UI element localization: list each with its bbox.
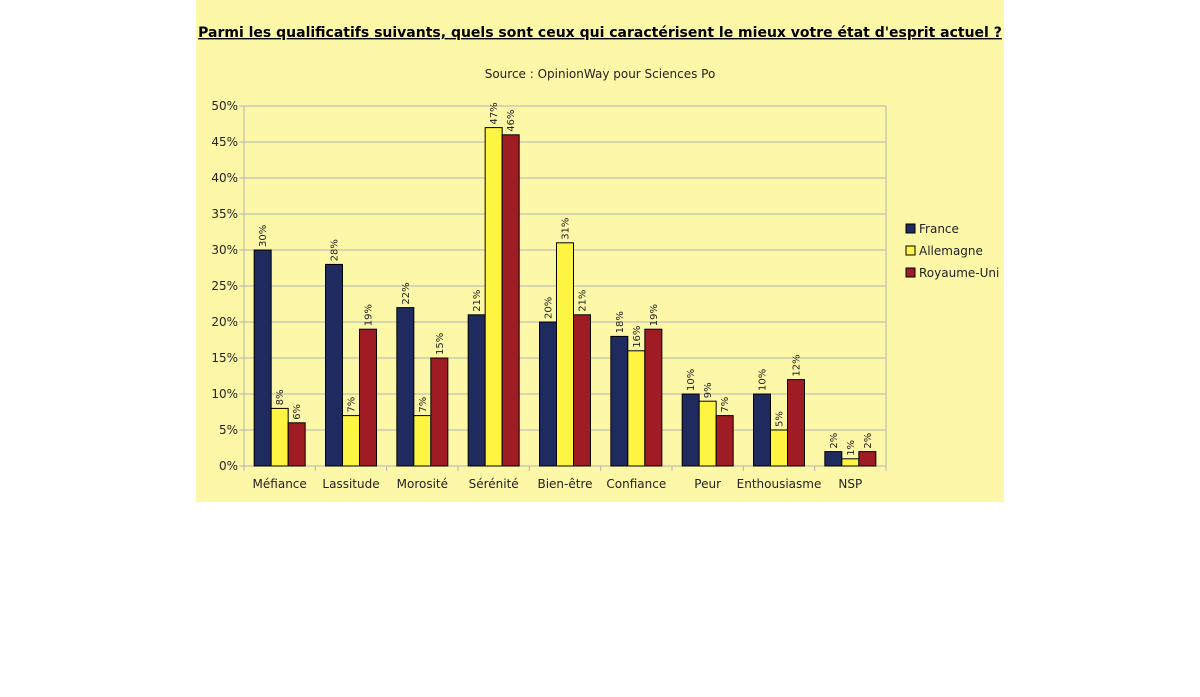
bar-royaume-uni-1 [359,328,377,467]
data-label: 1% [846,440,857,456]
bar-france-6 [681,393,700,467]
bar-royaume-uni-5 [644,328,663,467]
bars: 30% 8% 6% 28% 7% 19% 22% 7% 15% 21% 47% 46% 20% 31% 21… [253,102,877,467]
data-label: 19% [364,304,375,326]
y-tick-label: 30% [211,243,238,257]
y-tick-label: 0% [219,459,238,473]
data-label: 8% [275,390,286,406]
legend-swatch [905,223,916,234]
bar-france-8 [824,451,843,467]
x-tick-label: NSP [838,477,862,491]
data-label: 2% [863,433,874,449]
bar-france-4 [539,321,557,467]
data-label: 31% [561,218,572,240]
bar-chart: Parmi les qualificatifs suivants, quels … [198,25,1002,491]
legend: France Allemagne Royaume-Uni [905,222,999,280]
bar-royaume-uni-6 [715,415,734,467]
x-tick-label: Bien-être [537,477,592,491]
x-tick-label: Méfiance [253,477,307,491]
data-label: 2% [829,433,840,449]
y-tick-label: 35% [211,207,238,221]
y-tick-label: 40% [211,171,238,185]
x-tick-label: Lassitude [322,477,379,491]
data-label: 7% [720,397,731,413]
bar-france-1 [325,263,343,467]
bar-allemagne-4 [556,242,574,467]
data-label: 5% [775,411,786,427]
legend-swatch [905,267,916,278]
y-tick-label: 50% [211,99,238,113]
data-label: 30% [258,225,269,247]
y-tick-label: 10% [211,387,238,401]
bar-allemagne-0 [270,407,289,467]
x-tick-label: Morosité [397,477,448,491]
x-tick-label: Enthousiasme [737,477,822,491]
y-tick-label: 5% [219,423,238,437]
bar-allemagne-3 [484,127,503,467]
x-tick-label: Peur [694,477,721,491]
legend-label: France [919,222,959,236]
y-tick-label: 15% [211,351,238,365]
chart-subtitle: Source : OpinionWay pour Sciences Po [485,67,716,81]
bar-allemagne-6 [698,400,717,467]
bar-royaume-uni-8 [858,451,877,467]
bar-france-7 [753,393,771,467]
data-label: 10% [758,369,769,391]
chart-title: Parmi les qualificatifs suivants, quels … [198,25,1002,41]
data-label: 9% [703,382,714,398]
data-label: 47% [489,102,500,124]
bar-allemagne-7 [770,429,788,467]
bar-france-0 [253,249,272,467]
data-label: 7% [418,397,429,413]
data-label: 16% [632,326,643,348]
data-label: 7% [347,397,358,413]
bar-royaume-uni-0 [287,422,306,467]
data-label: 46% [506,110,517,132]
bar-royaume-uni-2 [430,357,449,467]
legend-label: Royaume-Uni [919,266,999,280]
bar-france-3 [467,314,486,467]
x-tick-label: Confiance [606,477,666,491]
bar-allemagne-5 [627,350,646,467]
data-label: 19% [649,304,660,326]
data-label: 12% [792,354,803,376]
y-axis: 0% 5% 10% 15% 20% 25% 30% 35% 40% 45% 50% [211,99,244,473]
chart-panel: Parmi les qualificatifs suivants, quels … [196,0,1004,502]
data-label: 18% [615,311,626,333]
data-label: 15% [435,333,446,355]
data-label: 21% [578,290,589,312]
data-label: 22% [401,282,412,304]
bar-allemagne-8 [841,458,860,467]
bar-allemagne-2 [413,415,432,467]
y-tick-label: 45% [211,135,238,149]
x-tick-label: Sérénité [469,477,519,491]
bar-france-5 [610,335,629,467]
data-label: 10% [686,369,697,391]
data-label: 21% [472,290,483,312]
legend-label: Allemagne [919,244,983,258]
bar-france-2 [396,307,415,467]
y-tick-label: 20% [211,315,238,329]
x-axis: Méfiance Lassitude Morosité Sérénité Bien-êt… [243,466,887,491]
y-tick-label: 25% [211,279,238,293]
legend-swatch [905,245,916,256]
data-label: 20% [544,297,555,319]
bar-royaume-uni-3 [501,134,520,467]
data-label: 28% [330,239,341,261]
bar-allemagne-1 [342,415,360,467]
bar-royaume-uni-7 [787,379,805,467]
data-label: 6% [292,404,303,420]
bar-royaume-uni-4 [573,314,591,467]
